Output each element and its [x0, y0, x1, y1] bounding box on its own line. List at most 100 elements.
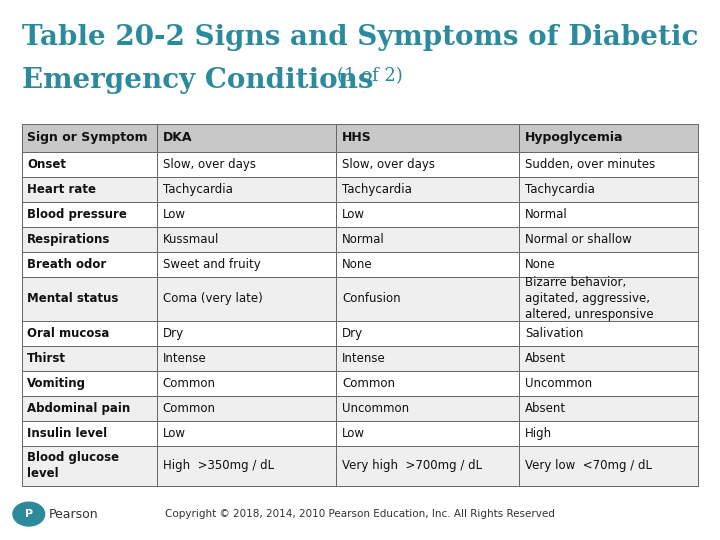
Bar — [157, 124, 336, 152]
Circle shape — [13, 502, 45, 526]
Text: Hypoglycemia: Hypoglycemia — [525, 131, 624, 145]
Bar — [22, 446, 157, 486]
Text: Insulin level: Insulin level — [27, 427, 107, 440]
Text: Low: Low — [342, 208, 365, 221]
Bar — [157, 227, 336, 252]
Text: Low: Low — [163, 427, 186, 440]
Text: Onset: Onset — [27, 158, 66, 171]
Text: Coma (very late): Coma (very late) — [163, 292, 263, 305]
Text: Slow, over days: Slow, over days — [342, 158, 435, 171]
Text: Vomiting: Vomiting — [27, 377, 86, 390]
Text: Normal: Normal — [525, 208, 567, 221]
Text: Copyright © 2018, 2014, 2010 Pearson Education, Inc. All Rights Reserved: Copyright © 2018, 2014, 2010 Pearson Edu… — [165, 509, 555, 519]
Bar — [336, 124, 519, 152]
Text: Pearson: Pearson — [49, 508, 99, 521]
Text: Respirations: Respirations — [27, 233, 111, 246]
Bar — [22, 177, 157, 202]
Text: Blood pressure: Blood pressure — [27, 208, 127, 221]
Text: Kussmaul: Kussmaul — [163, 233, 219, 246]
Text: Table 20-2 Signs and Symptoms of Diabetic: Table 20-2 Signs and Symptoms of Diabeti… — [22, 24, 698, 51]
Bar — [336, 252, 519, 277]
Bar — [519, 152, 698, 177]
Text: Heart rate: Heart rate — [27, 183, 96, 196]
Bar — [157, 421, 336, 446]
Bar — [22, 227, 157, 252]
Bar — [157, 177, 336, 202]
Text: Tachycardia: Tachycardia — [525, 183, 595, 196]
Bar — [519, 227, 698, 252]
Bar — [22, 124, 157, 152]
Text: Mental status: Mental status — [27, 292, 119, 305]
Bar — [336, 421, 519, 446]
Bar — [22, 421, 157, 446]
Bar — [336, 321, 519, 346]
Text: P: P — [24, 509, 33, 519]
Text: Oral mucosa: Oral mucosa — [27, 327, 109, 340]
Bar — [519, 321, 698, 346]
Bar — [519, 346, 698, 371]
Text: Very high  >700mg / dL: Very high >700mg / dL — [342, 460, 482, 472]
Bar — [157, 396, 336, 421]
Text: Dry: Dry — [163, 327, 184, 340]
Bar — [22, 152, 157, 177]
Text: Blood glucose
level: Blood glucose level — [27, 451, 120, 481]
Bar — [519, 177, 698, 202]
Bar — [336, 177, 519, 202]
Text: Low: Low — [163, 208, 186, 221]
Bar — [519, 421, 698, 446]
Text: Salivation: Salivation — [525, 327, 583, 340]
Bar — [336, 371, 519, 396]
Text: Absent: Absent — [525, 402, 566, 415]
Bar — [336, 446, 519, 486]
Bar — [519, 124, 698, 152]
Bar — [157, 321, 336, 346]
Text: Tachycardia: Tachycardia — [342, 183, 412, 196]
Text: Abdominal pain: Abdominal pain — [27, 402, 130, 415]
Bar — [519, 202, 698, 227]
Bar — [157, 371, 336, 396]
Bar — [157, 346, 336, 371]
Text: Thirst: Thirst — [27, 352, 66, 365]
Bar — [22, 371, 157, 396]
Text: High: High — [525, 427, 552, 440]
Text: Sudden, over minutes: Sudden, over minutes — [525, 158, 655, 171]
Text: Dry: Dry — [342, 327, 363, 340]
Bar — [336, 346, 519, 371]
Bar — [22, 252, 157, 277]
Bar — [336, 202, 519, 227]
Text: Sign or Symptom: Sign or Symptom — [27, 131, 148, 145]
Text: Uncommon: Uncommon — [525, 377, 592, 390]
Text: Confusion: Confusion — [342, 292, 401, 305]
Bar — [336, 277, 519, 321]
Text: HHS: HHS — [342, 131, 372, 145]
Text: Bizarre behavior,
agitated, aggressive,
altered, unresponsive: Bizarre behavior, agitated, aggressive, … — [525, 276, 654, 321]
Text: (1 of 2): (1 of 2) — [337, 68, 402, 85]
Bar — [519, 446, 698, 486]
Text: Breath odor: Breath odor — [27, 258, 107, 271]
Text: Absent: Absent — [525, 352, 566, 365]
Text: DKA: DKA — [163, 131, 192, 145]
Text: Normal or shallow: Normal or shallow — [525, 233, 631, 246]
Bar — [22, 321, 157, 346]
Bar — [157, 277, 336, 321]
Bar — [519, 371, 698, 396]
Bar — [22, 277, 157, 321]
Text: None: None — [525, 258, 555, 271]
Bar — [519, 277, 698, 321]
Text: Very low  <70mg / dL: Very low <70mg / dL — [525, 460, 652, 472]
Text: Uncommon: Uncommon — [342, 402, 409, 415]
Bar — [336, 396, 519, 421]
Bar — [336, 227, 519, 252]
Text: Normal: Normal — [342, 233, 384, 246]
Bar — [157, 152, 336, 177]
Text: High  >350mg / dL: High >350mg / dL — [163, 460, 274, 472]
Bar — [22, 346, 157, 371]
Bar — [22, 202, 157, 227]
Text: Tachycardia: Tachycardia — [163, 183, 233, 196]
Text: Common: Common — [342, 377, 395, 390]
Bar — [157, 202, 336, 227]
Text: Emergency Conditions: Emergency Conditions — [22, 68, 373, 94]
Bar — [22, 396, 157, 421]
Bar — [519, 252, 698, 277]
Text: Common: Common — [163, 402, 216, 415]
